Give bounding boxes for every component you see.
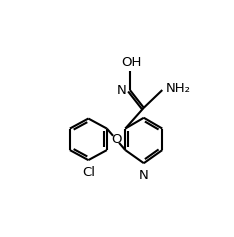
Text: N: N [139, 169, 149, 182]
Text: N: N [117, 83, 127, 96]
Text: NH₂: NH₂ [166, 82, 191, 95]
Text: Cl: Cl [82, 166, 95, 179]
Text: O: O [111, 133, 121, 146]
Text: OH: OH [121, 56, 142, 69]
